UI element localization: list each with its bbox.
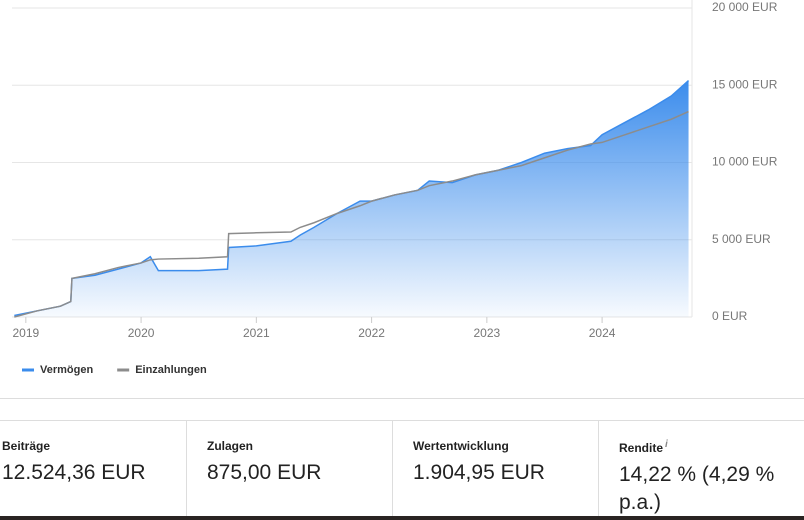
stat-label: Wertentwicklung (413, 439, 598, 453)
stat-card: Beiträge 12.524,36 EUR (0, 421, 187, 517)
x-tick-label: 2022 (358, 326, 385, 340)
y-tick-label: 10 000 EUR (712, 155, 778, 169)
line (14, 110, 689, 318)
x-tick-label: 2024 (589, 326, 616, 340)
x-tick-label: 2021 (243, 326, 270, 340)
stat-card: Rendite i 14,22 % (4,29 % p.a.) (599, 421, 804, 517)
area (14, 80, 689, 318)
stat-value: 1.904,95 EUR (413, 461, 545, 484)
y-tick-label: 0 EUR (712, 309, 748, 323)
taskbar (0, 516, 804, 520)
stat-label: Rendite i (619, 439, 804, 455)
stat-value: 12.524,36 EUR (2, 461, 146, 484)
stat-label-text: Zulagen (207, 439, 254, 453)
stat-label: Beiträge (2, 439, 186, 453)
stats: Beiträge 12.524,36 EUR Zulagen 875,00 EUR We… (0, 420, 804, 517)
stat-value: 875,00 EUR (207, 461, 322, 484)
stat-label: Zulagen (207, 439, 392, 453)
info-icon[interactable]: i (665, 439, 668, 450)
y-tick-label: 5 000 EUR (712, 232, 771, 246)
legend-label: Vermögen (40, 364, 93, 376)
stat-label-text: Wertentwicklung (413, 439, 509, 453)
separator (0, 398, 804, 399)
y-tick-label: 20 000 EUR (712, 0, 778, 14)
x-tick-label: 2023 (473, 326, 500, 340)
legend: Vermögen Einzahlungen (22, 364, 207, 376)
x-tick-label: 2019 (12, 326, 39, 340)
stat-card: Wertentwicklung 1.904,95 EUR (393, 421, 599, 517)
y-tick-label: 15 000 EUR (712, 77, 778, 91)
legend-label: Einzahlungen (135, 364, 207, 376)
stat-label-text: Rendite (619, 441, 664, 455)
stat-card: Zulagen 875,00 EUR (187, 421, 393, 517)
x-tick-label: 2020 (128, 326, 155, 340)
chart: 0 EUR 5 000 EUR 10 000 EUR 15 000 EUR 20 000… (12, 0, 778, 376)
stat-value: 14,22 % (4,29 % p.a.) (619, 463, 775, 514)
stat-label-text: Beiträge (2, 439, 51, 453)
